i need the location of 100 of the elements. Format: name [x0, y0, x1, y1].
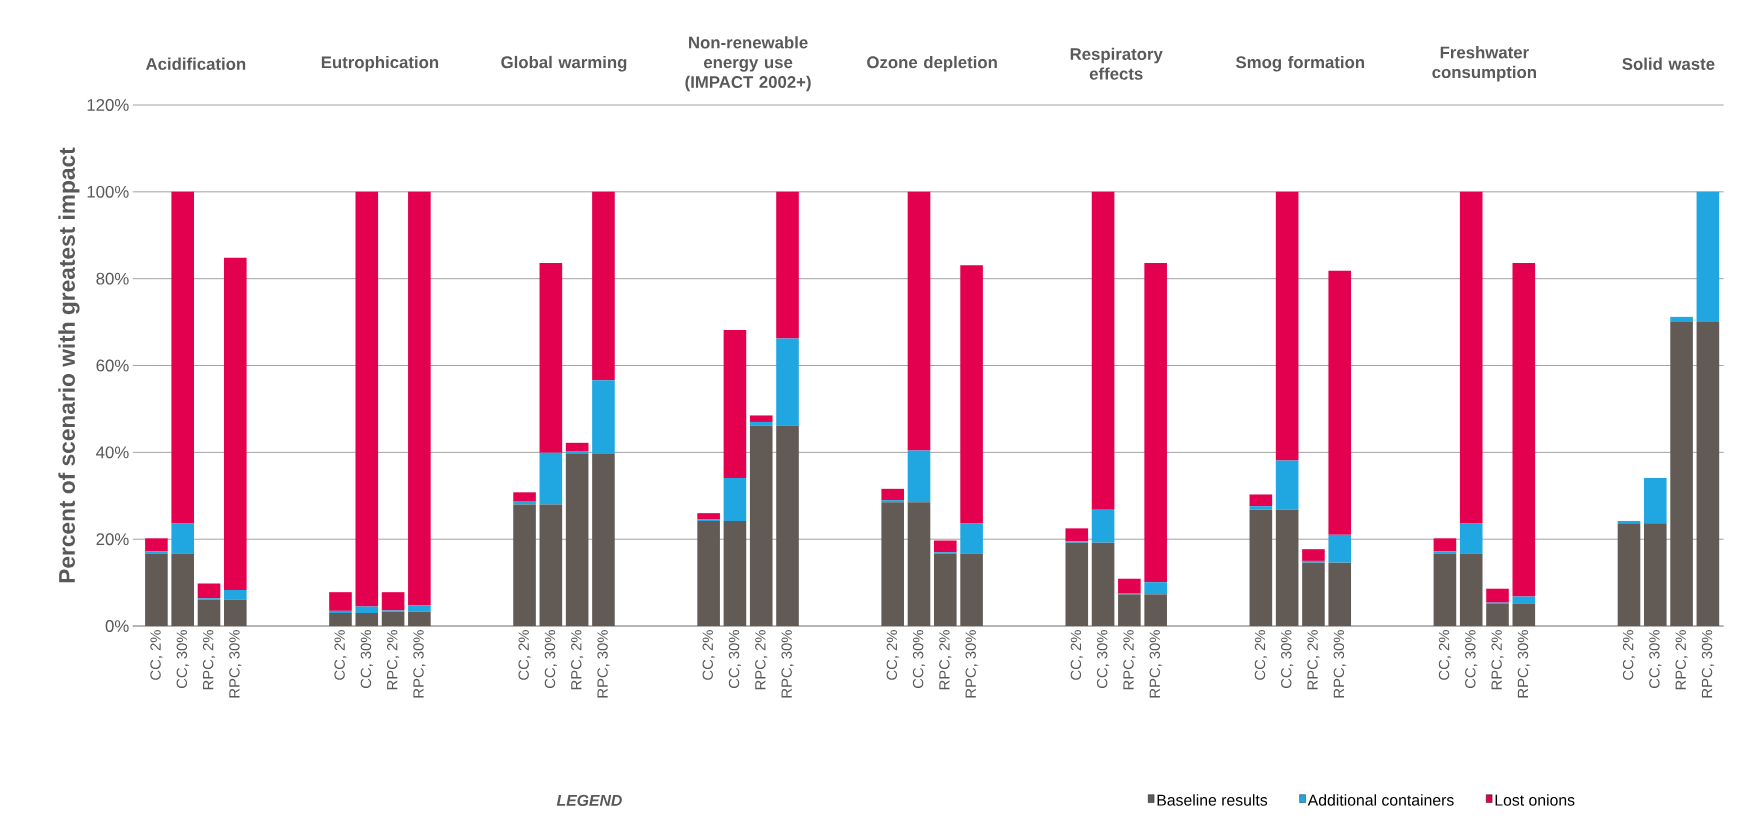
bar	[1486, 588, 1509, 603]
bar	[907, 450, 931, 503]
bar	[960, 265, 983, 524]
x-tick-label: CC, 2%	[1622, 630, 1636, 680]
x-tick-label: RPC, 30%	[229, 630, 242, 698]
bar	[960, 523, 983, 554]
x-tick-label: CC, 2%	[1254, 630, 1267, 680]
x-tick-label: CC, 30%	[544, 630, 557, 688]
x-tick-label: RPC, 2%	[386, 630, 400, 690]
legend-title: LEGEND	[556, 794, 622, 806]
bar	[1696, 191, 1720, 323]
bar	[960, 553, 983, 627]
bar	[539, 452, 563, 505]
bar	[1696, 322, 1720, 627]
bar	[408, 191, 431, 606]
bar	[539, 263, 563, 453]
y-tick-label: 100%	[87, 185, 129, 198]
bar	[145, 553, 168, 627]
bar	[1643, 523, 1667, 627]
x-tick-label: CC, 2%	[1438, 630, 1452, 680]
bar	[776, 191, 799, 339]
bar	[197, 583, 221, 599]
x-tick-label: CC, 2%	[518, 630, 531, 680]
bar	[1275, 191, 1299, 461]
x-tick-label: RPC, 2%	[1675, 630, 1688, 690]
bar	[723, 520, 747, 627]
bar	[1328, 562, 1352, 627]
bar	[1328, 270, 1352, 535]
bar	[1144, 582, 1167, 595]
bar	[197, 599, 221, 627]
x-tick-label: CC, 2%	[150, 630, 163, 680]
bar	[1302, 562, 1325, 627]
y-tick-label: 20%	[96, 533, 129, 546]
y-tick-label: 120%	[87, 99, 129, 111]
x-tick-label: RPC, 2%	[1491, 630, 1504, 690]
bar	[1091, 542, 1115, 627]
bar	[565, 451, 589, 455]
bar	[171, 191, 195, 524]
x-tick-label: CC, 30%	[176, 630, 189, 688]
bar	[1670, 316, 1693, 323]
x-tick-label: RPC, 2%	[939, 630, 952, 690]
x-tick-label: CC, 30%	[912, 630, 926, 688]
bar	[329, 612, 352, 627]
x-tick-label: CC, 30%	[1281, 630, 1294, 688]
bar	[513, 504, 536, 627]
y-axis-title: Percent of scenario with greatest impact	[58, 147, 80, 583]
bar	[223, 257, 247, 590]
y-tick-label: 80%	[96, 272, 129, 285]
x-tick-label: RPC, 2%	[1307, 630, 1320, 690]
bar	[749, 425, 773, 627]
bar	[513, 492, 536, 501]
bar	[171, 523, 195, 554]
x-tick-label: CC, 2%	[334, 630, 347, 680]
bar	[329, 610, 352, 613]
x-tick-label: RPC, 2%	[202, 630, 216, 690]
bar	[1617, 520, 1641, 524]
x-tick-label: RPC, 30%	[965, 630, 978, 698]
bar	[907, 502, 931, 627]
text: Eutrophication	[321, 55, 439, 72]
bar	[933, 553, 957, 627]
x-tick-label: CC, 30%	[1649, 630, 1662, 688]
bar	[1328, 534, 1352, 563]
bar	[776, 425, 799, 627]
x-tick-label: RPC, 30%	[1149, 630, 1162, 698]
bar	[592, 380, 615, 455]
bar	[565, 454, 589, 627]
text: Solid waste	[1622, 57, 1715, 70]
bar	[1249, 509, 1273, 627]
x-tick-label: CC, 30%	[1465, 630, 1478, 688]
bar	[723, 477, 747, 521]
bar	[1433, 553, 1457, 627]
bar	[1065, 542, 1089, 627]
bar	[749, 415, 773, 422]
bar	[355, 606, 379, 613]
bar	[223, 589, 247, 600]
bar	[1065, 528, 1089, 542]
bar	[1275, 509, 1299, 627]
bar	[1512, 596, 1536, 604]
bar	[1459, 191, 1483, 524]
bar	[776, 338, 799, 426]
bar	[1459, 553, 1483, 627]
y-tick-label: 60%	[96, 359, 129, 372]
bar	[1275, 460, 1299, 510]
x-tick-label: CC, 30%	[1096, 630, 1110, 688]
x-tick-label: CC, 2%	[702, 630, 715, 680]
x-tick-label: RPC, 30%	[781, 630, 794, 698]
bar	[1486, 603, 1509, 627]
bar	[171, 553, 195, 627]
text: Non-renewable energy use (IMPACT 2002+)	[685, 36, 811, 92]
x-tick-label: RPC, 30%	[597, 630, 610, 698]
bar	[223, 599, 247, 627]
bar	[1091, 509, 1115, 543]
legend-label: Baseline results	[1157, 794, 1268, 806]
bar	[1249, 494, 1273, 507]
bar	[1118, 594, 1141, 627]
bar	[1617, 523, 1641, 627]
x-tick-label: RPC, 2%	[571, 630, 584, 690]
text: Acidification	[145, 57, 246, 70]
bar	[1643, 477, 1667, 524]
bar	[145, 538, 168, 552]
